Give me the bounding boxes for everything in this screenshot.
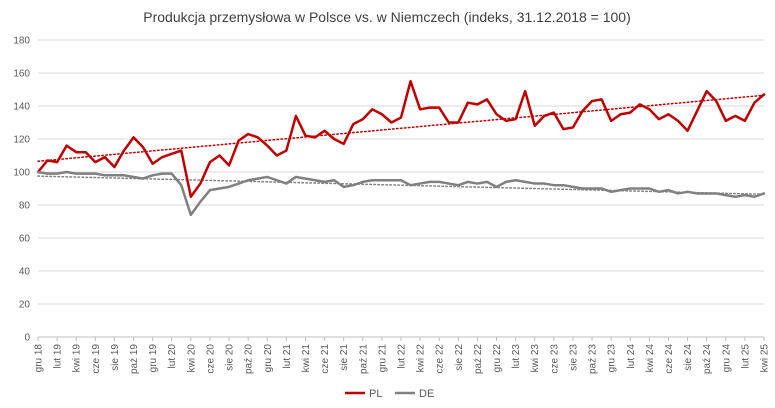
x-tick-label: lut 25 xyxy=(740,344,751,369)
x-tick-label: lut 24 xyxy=(626,344,637,369)
x-tick-label: gru 21 xyxy=(377,344,388,373)
x-axis: gru 18 lut 19 kwi 19 cze 19 sie 19 paź 19 gru … xyxy=(34,337,771,374)
x-tick-label: gru 20 xyxy=(263,344,274,373)
legend-label-pl: PL xyxy=(369,388,382,400)
y-axis: 0 20 40 60 80 100 120 140 160 180 xyxy=(13,36,30,344)
series-line-de xyxy=(36,170,766,217)
x-tick-label: paź 20 xyxy=(244,344,255,374)
y-tick-label: 140 xyxy=(13,102,30,113)
series-lines xyxy=(36,80,766,217)
x-tick-label: sie 20 xyxy=(225,344,236,371)
x-tick-label: gru 24 xyxy=(721,344,732,373)
x-tick-label: kwi 23 xyxy=(530,344,541,373)
series-line-pl xyxy=(36,80,766,198)
y-tick-label: 60 xyxy=(19,234,31,245)
x-tick-label: cze 20 xyxy=(205,344,216,374)
gridlines xyxy=(38,39,764,338)
x-tick-label: lut 20 xyxy=(167,344,178,369)
y-tick-label: 120 xyxy=(13,135,30,146)
trendline-de xyxy=(37,175,765,196)
y-tick-label: 180 xyxy=(13,36,30,47)
x-tick-label: kwi 19 xyxy=(72,344,83,373)
x-tick-label: lut 21 xyxy=(282,344,293,369)
x-tick-label: sie 19 xyxy=(110,344,121,371)
x-tick-label: cze 24 xyxy=(664,344,675,374)
y-tick-label: 0 xyxy=(24,333,30,344)
x-tick-label: sie 22 xyxy=(454,344,465,371)
x-tick-label: paź 24 xyxy=(702,344,713,374)
x-tick-label: gru 18 xyxy=(34,344,45,373)
x-tick-label: cze 23 xyxy=(549,344,560,374)
x-tick-label: paź 23 xyxy=(588,344,599,374)
x-tick-label: paź 22 xyxy=(473,344,484,374)
x-tick-label: kwi 24 xyxy=(645,344,656,373)
x-tick-label: paź 21 xyxy=(358,344,369,374)
x-tick-label: gru 22 xyxy=(492,344,503,373)
x-tick-label: sie 23 xyxy=(568,344,579,371)
chart-title: Produkcja przemysłowa w Polsce vs. w Nie… xyxy=(143,9,631,25)
y-tick-label: 100 xyxy=(13,168,30,179)
x-tick-label: gru 19 xyxy=(148,344,159,373)
x-tick-label: kwi 21 xyxy=(301,344,312,373)
x-tick-label: cze 19 xyxy=(91,344,102,374)
x-tick-label: cze 22 xyxy=(435,344,446,374)
x-tick-label: sie 24 xyxy=(683,344,694,371)
y-tick-label: 20 xyxy=(19,300,31,311)
x-tick-label: sie 21 xyxy=(339,344,350,371)
x-tick-label: paź 19 xyxy=(129,344,140,374)
x-tick-label: lut 22 xyxy=(397,344,408,369)
x-tick-label: lut 19 xyxy=(53,344,64,369)
y-tick-label: 160 xyxy=(13,69,30,80)
x-tick-label: kwi 25 xyxy=(760,344,771,373)
x-tick-label: kwi 22 xyxy=(416,344,427,373)
legend: PL DE xyxy=(345,388,434,400)
y-tick-label: 40 xyxy=(19,267,31,278)
x-tick-label: cze 21 xyxy=(320,344,331,374)
legend-label-de: DE xyxy=(419,388,434,400)
x-tick-label: lut 23 xyxy=(511,344,522,369)
y-tick-label: 80 xyxy=(19,201,31,212)
x-tick-label: kwi 20 xyxy=(186,344,197,373)
x-tick-label: gru 23 xyxy=(607,344,618,373)
